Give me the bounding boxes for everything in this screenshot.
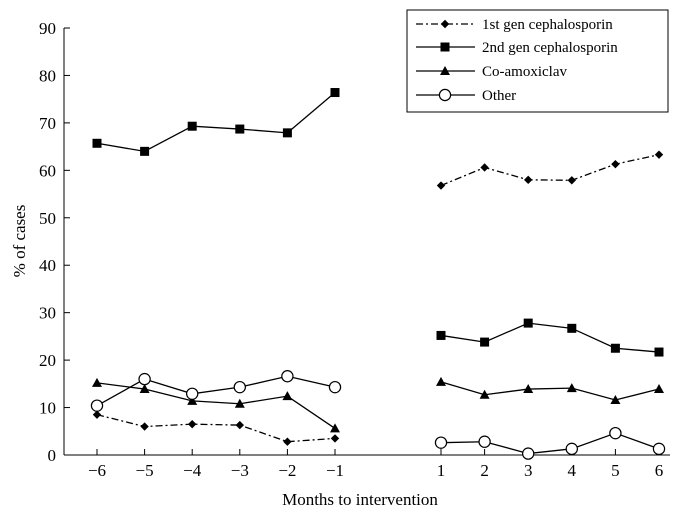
legend: 1st gen cephalosporin 2nd gen cephalospor… (406, 9, 669, 113)
y-tick-label: 30 (39, 304, 56, 323)
data-point (235, 420, 244, 430)
data-point (436, 181, 446, 190)
data-point (611, 159, 620, 169)
x-tick-label: −3 (231, 461, 249, 480)
data-point (330, 423, 340, 433)
data-point (185, 387, 199, 400)
series-3 (90, 370, 666, 460)
data-point (567, 176, 576, 185)
y-axis-label: % of cases (10, 205, 29, 278)
legend-label: 1st gen cephalosporin (482, 17, 613, 33)
data-point (654, 384, 664, 394)
legend-label: Co-amoxiclav (482, 64, 567, 80)
series-line (440, 154, 660, 187)
series-line (96, 382, 336, 429)
series-line (96, 92, 336, 153)
data-point (480, 163, 489, 172)
x-tick-label: −4 (183, 461, 202, 480)
series-line (440, 322, 660, 353)
data-point (479, 389, 490, 399)
y-tick-label: 10 (39, 399, 56, 418)
data-point (187, 121, 197, 131)
y-tick-label: 50 (39, 209, 56, 228)
data-point (140, 422, 149, 431)
series-line (96, 414, 336, 443)
data-point (283, 437, 292, 446)
data-point (188, 419, 197, 429)
x-tick-label: 4 (568, 461, 577, 480)
y-tick-label: 40 (39, 256, 56, 275)
legend-label: Other (482, 88, 516, 104)
y-ticks: 0 10 20 30 40 50 60 70 80 90 (39, 19, 70, 465)
data-point (480, 337, 490, 347)
data-point (524, 175, 533, 185)
x-tick-label: 3 (524, 461, 533, 480)
y-tick-label: 70 (39, 114, 56, 133)
data-point (478, 435, 491, 448)
y-tick-label: 20 (39, 351, 56, 370)
data-point (282, 391, 293, 401)
y-tick-label: 60 (39, 161, 56, 180)
series-0 (92, 150, 664, 446)
legend-marker (438, 88, 452, 102)
y-tick-label: 80 (39, 66, 56, 85)
data-point (652, 442, 666, 456)
data-point (92, 410, 102, 419)
legend-marker (440, 19, 450, 29)
data-point (328, 380, 342, 394)
data-point (235, 124, 245, 134)
data-point (140, 146, 150, 156)
series-2 (92, 376, 664, 433)
data-point (610, 343, 620, 353)
x-tick-label: 1 (437, 461, 446, 480)
series-line (440, 381, 660, 401)
y-tick-label: 0 (48, 446, 57, 465)
data-point (566, 383, 577, 393)
y-tick-label: 90 (39, 19, 56, 38)
data-point (92, 377, 102, 387)
series-line (96, 375, 336, 407)
x-tick-label: −5 (136, 461, 154, 480)
data-point (654, 150, 664, 159)
x-axis-label: Months to intervention (282, 490, 438, 509)
data-point (234, 398, 245, 408)
axes (63, 28, 670, 456)
series-layer (90, 88, 666, 460)
legend-label: 2nd gen cephalosporin (482, 40, 618, 56)
data-point (330, 88, 340, 98)
data-point (610, 394, 621, 404)
x-tick-label: −2 (278, 461, 296, 480)
data-point (281, 370, 294, 383)
data-point (522, 447, 535, 460)
data-point (90, 399, 104, 412)
data-point (436, 330, 446, 340)
data-point (654, 347, 664, 357)
data-point (92, 138, 102, 148)
data-point (434, 436, 448, 449)
legend-marker (440, 66, 450, 75)
x-tick-label: 6 (655, 461, 664, 480)
data-point (609, 426, 622, 440)
data-point (523, 384, 534, 394)
data-point (523, 318, 533, 328)
data-point (330, 434, 340, 443)
data-point (187, 395, 198, 405)
x-tick-label: −1 (326, 461, 344, 480)
data-point (436, 376, 446, 386)
data-point (567, 323, 577, 333)
data-point (139, 384, 150, 394)
x-tick-label: −6 (88, 461, 106, 480)
x-tick-label: 2 (480, 461, 489, 480)
data-point (138, 372, 151, 386)
data-point (233, 380, 246, 394)
data-point (282, 128, 292, 138)
series-1 (92, 88, 664, 357)
data-point (565, 442, 579, 456)
x-tick-label: 5 (611, 461, 620, 480)
series-line (440, 432, 660, 455)
legend-marker (440, 42, 450, 52)
x-ticks: −6 −5 −4 −3 −2 −1 1 2 3 4 5 6 (88, 449, 663, 480)
